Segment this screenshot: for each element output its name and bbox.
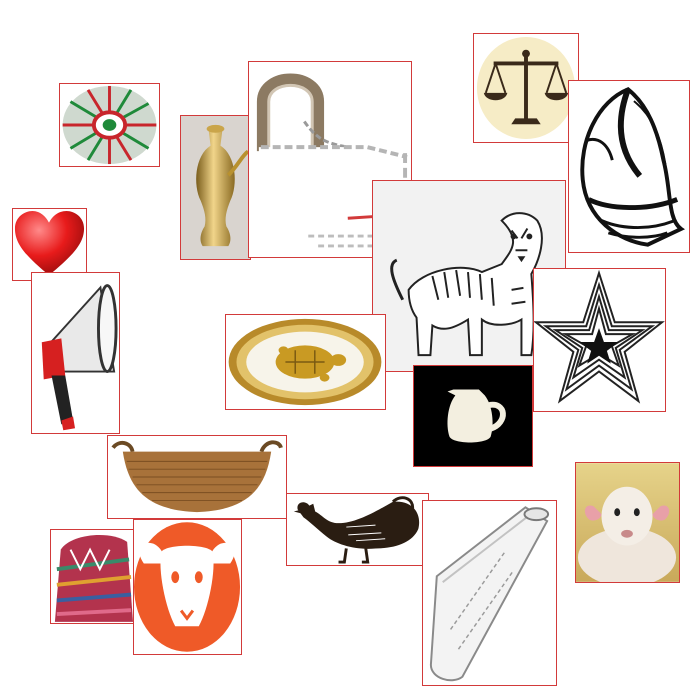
tortoise-on-plate-icon [228,318,382,406]
lamb-photo-icon [576,463,679,582]
symbol-heart[interactable] [12,208,87,281]
symbol-tiger[interactable] [372,180,566,372]
symbol-jug[interactable] [413,365,533,467]
test-tube-icon [429,506,550,682]
symbol-conch[interactable] [568,80,690,253]
symbol-tortoise-plate[interactable] [225,314,386,410]
heart-icon [14,210,85,276]
rooster-icon [293,496,420,564]
star-icon [534,269,665,404]
woven-cap-icon [54,535,133,622]
symbol-cap[interactable] [50,529,134,624]
jug-icon [414,366,532,466]
symbol-wok[interactable] [107,435,287,519]
symbol-megaphone[interactable] [31,272,120,434]
symbol-brass-pot[interactable] [180,115,251,260]
symbol-lamb[interactable] [575,462,680,583]
symbol-test-tube[interactable] [422,500,557,686]
megaphone-icon [41,284,118,431]
symbol-star[interactable] [533,268,666,412]
symbol-rooster[interactable] [286,493,429,566]
cooking-wok-icon [111,440,283,513]
brass-lota-icon [181,116,250,259]
conch-shell-icon [580,87,686,247]
woven-basket-plate-icon [62,85,157,165]
symbol-sheep-head[interactable] [133,519,242,655]
scales-of-justice-icon [476,36,576,140]
symbol-scales[interactable] [473,33,579,143]
tiger-icon [373,181,565,371]
symbol-basket-plate[interactable] [59,83,160,167]
sheep-head-icon [134,522,241,652]
